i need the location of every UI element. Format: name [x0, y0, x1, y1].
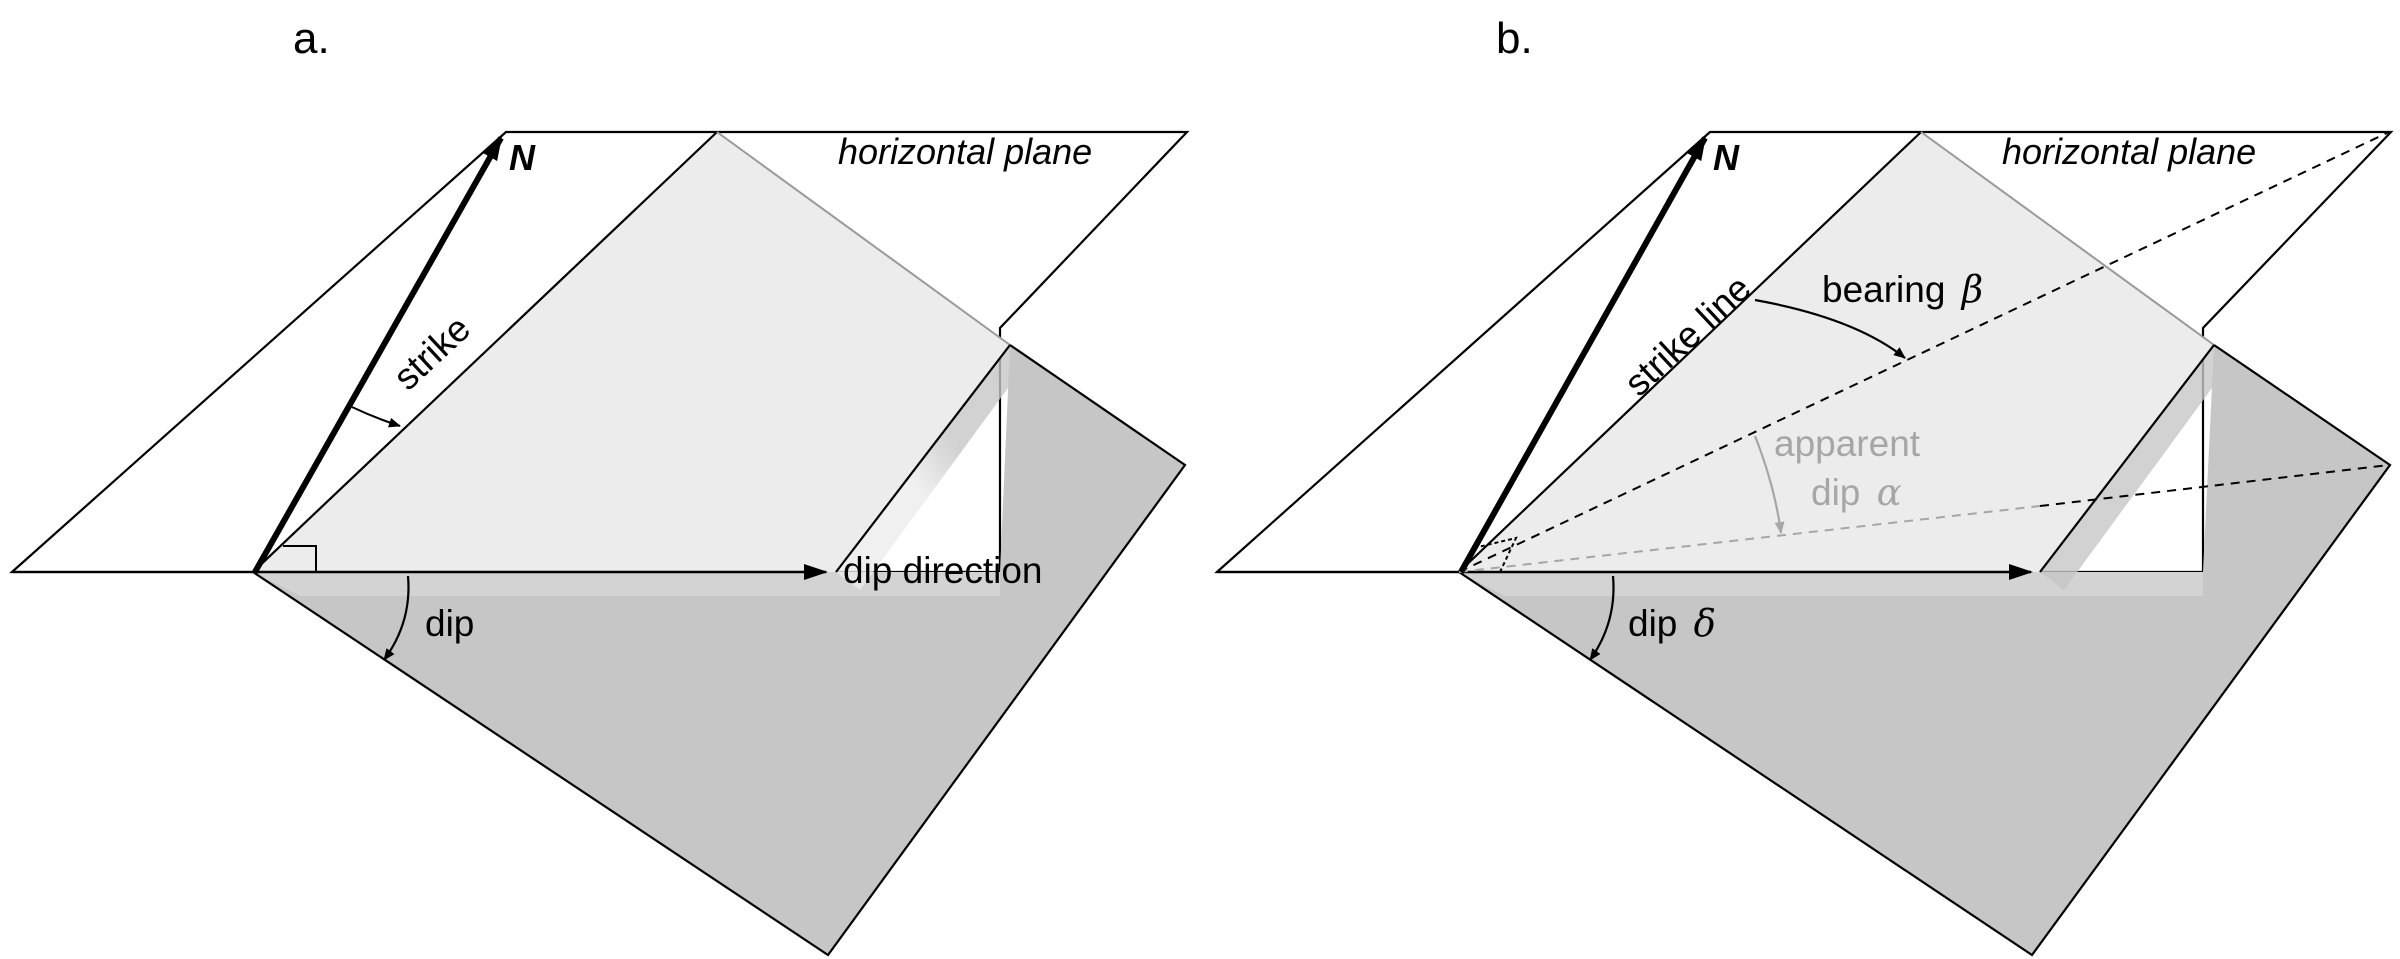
panel-a-letter: a. [293, 14, 330, 63]
panel-a: a. N strike dip dip direction horizonta [9, 14, 1190, 957]
north-label-a: N [509, 137, 536, 178]
horizontal-plane-front-edge-a [835, 344, 1011, 573]
bearing-label-b: bearing β [1822, 268, 1983, 311]
panel-b: b. N bearing β strike li [1214, 14, 2394, 957]
bearing-word-b: bearing [1822, 269, 1945, 310]
apparent-label-b: apparent [1774, 423, 1921, 464]
dipping-plane-lower-outline-b [1458, 344, 2392, 957]
apparent-dip-arc-b [1753, 435, 1785, 534]
apparent-dip-symbol-b: α [1877, 471, 1902, 514]
dipping-plane-lower-b [1459, 345, 2390, 955]
bearing-line-b [1458, 131, 2390, 573]
apparent-dip-line-upper-b [1458, 505, 2041, 573]
apparent-dip-line-lower-b [2039, 464, 2390, 507]
dipping-plane-lower-a [253, 345, 1185, 955]
dipping-plane-lower-outline-a [252, 344, 1187, 957]
horizontal-plane-label-a: horizontal plane [838, 131, 1092, 172]
panel-b-letter: b. [1496, 14, 1533, 63]
apparent-dip-label-b: dip α [1811, 471, 1902, 514]
dipping-plane-grey-edge-b [1920, 131, 2215, 346]
strike-angle-arc-a [351, 406, 401, 428]
dip-word-b: dip [1628, 603, 1677, 644]
bearing-angle-arc-b [1754, 298, 1906, 359]
dipping-plane-hinge-shade-b [1459, 572, 2203, 596]
north-arrow-b [1458, 136, 1708, 574]
dipping-plane-upper-b [1459, 132, 2214, 572]
bearing-symbol-b: β [1960, 268, 1983, 311]
dip-direction-label-a: dip direction [843, 550, 1043, 591]
dip-angle-arc-a [383, 575, 410, 661]
strike-line-b [1458, 131, 1922, 573]
dipping-plane-fade-b [2040, 345, 2234, 590]
north-label-b: N [1713, 137, 1740, 178]
apparent-dip-word-b: dip [1811, 472, 1860, 513]
horizontal-plane-front-edge-b [2039, 344, 2215, 573]
dip-symbol-b: δ [1694, 602, 1716, 645]
dipping-plane-upper-a [253, 132, 1010, 572]
dipping-plane-outline-a [252, 131, 718, 573]
dipping-plane-fade-a [836, 345, 1030, 590]
dipping-plane-grey-edge-a [716, 131, 1011, 346]
dip-label-b: dip δ [1628, 602, 1716, 645]
dip-angle-arc-b [1589, 575, 1615, 661]
north-arrow-a [252, 136, 504, 574]
right-angle-marker-b [1473, 536, 1518, 573]
right-angle-marker-a [283, 545, 317, 572]
horizontal-plane-label-b: horizontal plane [2002, 131, 2256, 172]
dip-label-a: dip [425, 603, 474, 644]
